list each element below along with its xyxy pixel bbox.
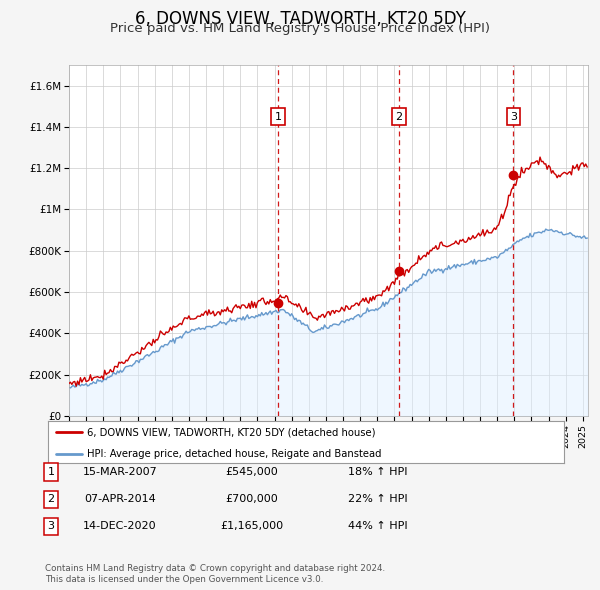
Text: 1: 1: [47, 467, 55, 477]
Text: £1,165,000: £1,165,000: [220, 522, 284, 531]
Text: 22% ↑ HPI: 22% ↑ HPI: [348, 494, 408, 504]
Text: 1: 1: [274, 112, 281, 122]
Text: £545,000: £545,000: [226, 467, 278, 477]
Text: 2: 2: [395, 112, 403, 122]
Text: 3: 3: [510, 112, 517, 122]
Text: £700,000: £700,000: [226, 494, 278, 504]
Text: 14-DEC-2020: 14-DEC-2020: [83, 522, 157, 531]
Text: 07-APR-2014: 07-APR-2014: [84, 494, 156, 504]
Text: 15-MAR-2007: 15-MAR-2007: [83, 467, 157, 477]
Text: 3: 3: [47, 522, 55, 531]
Text: 6, DOWNS VIEW, TADWORTH, KT20 5DY: 6, DOWNS VIEW, TADWORTH, KT20 5DY: [134, 10, 466, 28]
Text: 44% ↑ HPI: 44% ↑ HPI: [348, 522, 408, 531]
Text: This data is licensed under the Open Government Licence v3.0.: This data is licensed under the Open Gov…: [45, 575, 323, 584]
Text: 18% ↑ HPI: 18% ↑ HPI: [348, 467, 408, 477]
Text: HPI: Average price, detached house, Reigate and Banstead: HPI: Average price, detached house, Reig…: [86, 449, 381, 459]
Text: 2: 2: [47, 494, 55, 504]
Text: 6, DOWNS VIEW, TADWORTH, KT20 5DY (detached house): 6, DOWNS VIEW, TADWORTH, KT20 5DY (detac…: [86, 427, 375, 437]
Text: Price paid vs. HM Land Registry's House Price Index (HPI): Price paid vs. HM Land Registry's House …: [110, 22, 490, 35]
Text: Contains HM Land Registry data © Crown copyright and database right 2024.: Contains HM Land Registry data © Crown c…: [45, 565, 385, 573]
